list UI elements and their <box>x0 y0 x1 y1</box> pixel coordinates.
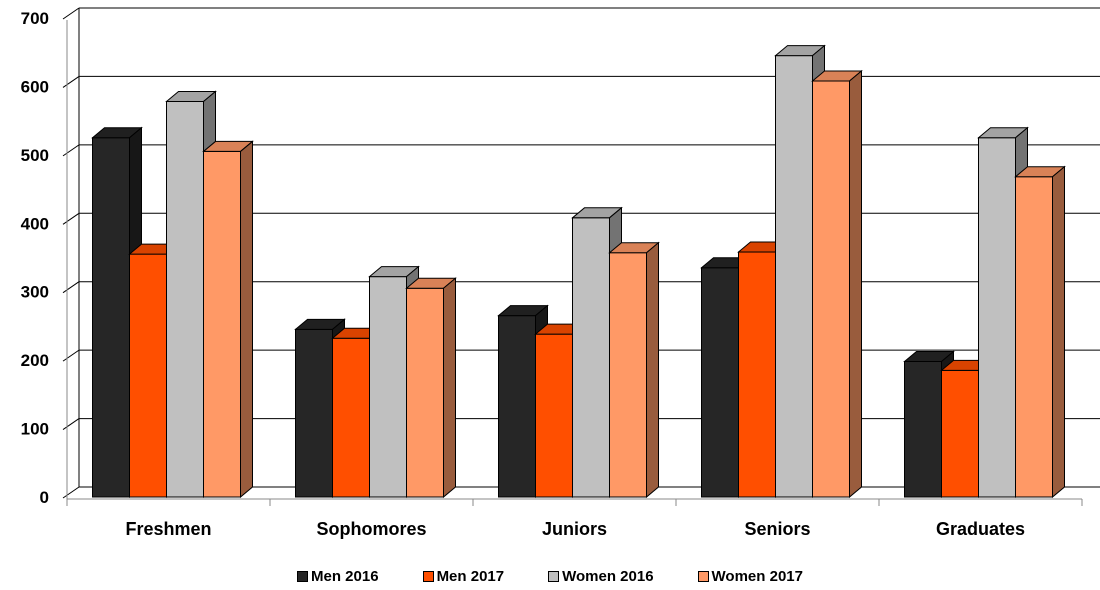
bar-front-face <box>775 55 813 498</box>
y-tick-label: 600 <box>21 77 49 96</box>
x-category-label: Graduates <box>936 519 1025 539</box>
bar-front-face <box>295 328 333 498</box>
legend-item: Women 2016 <box>548 568 654 585</box>
bar-side-face <box>240 140 253 499</box>
bar-side-face <box>1052 165 1065 499</box>
x-category-label: Sophomores <box>316 519 426 539</box>
gridline-connector <box>62 349 80 362</box>
bar-front-face <box>609 252 647 498</box>
legend-swatch <box>422 571 434 582</box>
x-category-label: Freshmen <box>125 519 211 539</box>
gridline-connector <box>62 212 80 225</box>
x-category-label: Seniors <box>744 519 810 539</box>
axes <box>66 8 1083 506</box>
bar-front-face <box>941 369 979 498</box>
bar-front-face <box>904 361 942 498</box>
axis-labels: 0 100 200 300 400 500 600 700 Freshmen Sophomores… <box>21 9 1025 539</box>
bar <box>608 241 660 499</box>
bar-front-face <box>166 100 204 498</box>
bar-front-face <box>535 333 573 498</box>
gridline-connector <box>62 144 80 157</box>
y-tick-label: 700 <box>21 9 49 28</box>
legend-label: Men 2017 <box>436 568 505 585</box>
bar <box>977 126 1029 499</box>
bar-front-face <box>203 150 241 498</box>
bars <box>91 44 1066 499</box>
bar-front-face <box>92 137 130 498</box>
bar <box>202 140 254 499</box>
legend: Men 2016 Men 2017 Women 2016 Women 2017 <box>0 568 1100 585</box>
bar-side-face <box>443 277 456 499</box>
bar-front-face <box>738 251 776 498</box>
bar-front-face <box>369 276 407 498</box>
bar <box>405 277 457 499</box>
bar-front-face <box>701 267 739 498</box>
y-tick-label: 300 <box>21 283 49 302</box>
legend-swatch <box>548 571 560 582</box>
gridline-connector <box>62 7 80 20</box>
bar-front-face <box>129 253 167 498</box>
bar-chart: 0 100 200 300 400 500 600 700 Freshmen Sophomores… <box>21 7 1100 539</box>
legend-item: Men 2017 <box>422 568 505 585</box>
bar-front-face <box>978 137 1016 498</box>
y-tick-label: 200 <box>21 351 49 370</box>
legend-label: Women 2017 <box>711 568 803 585</box>
bar-front-face <box>572 217 610 498</box>
legend-item: Women 2017 <box>697 568 803 585</box>
bar <box>1014 165 1066 499</box>
bar-front-face <box>498 315 536 498</box>
gridline-connector <box>62 486 80 499</box>
bar-front-face <box>812 80 850 498</box>
legend-label: Men 2016 <box>311 568 379 585</box>
gridline-connector <box>62 281 80 294</box>
y-tick-label: 400 <box>21 214 49 233</box>
y-tick-label: 0 <box>40 488 49 507</box>
bar <box>811 69 863 499</box>
legend-swatch <box>297 571 309 582</box>
y-tick-label: 100 <box>21 420 49 439</box>
bar-side-face <box>849 69 862 499</box>
legend-label: Women 2016 <box>562 568 654 585</box>
bar-front-face <box>332 337 370 498</box>
legend-item: Men 2016 <box>297 568 379 585</box>
bar-side-face <box>646 241 659 499</box>
bar-front-face <box>406 287 444 498</box>
gridline-connector <box>62 418 80 430</box>
y-tick-label: 500 <box>21 146 49 165</box>
x-category-label: Juniors <box>542 519 607 539</box>
bar-front-face <box>1015 176 1053 498</box>
legend-swatch <box>697 571 709 582</box>
gridline-connector <box>62 76 80 88</box>
